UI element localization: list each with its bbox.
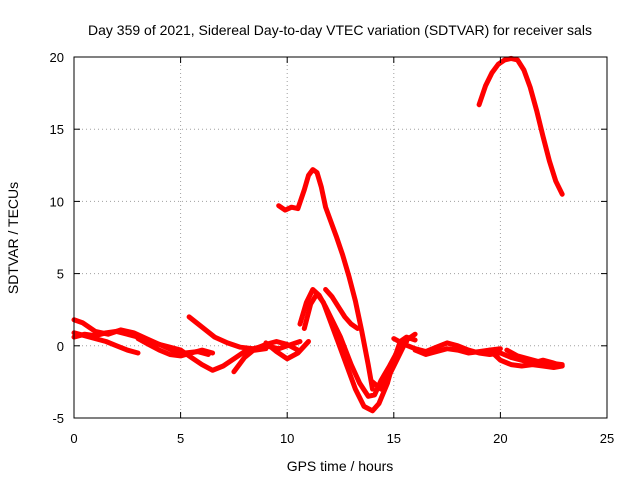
series-layer	[71, 55, 565, 414]
chart-title: Day 359 of 2021, Sidereal Day-to-day VTE…	[88, 22, 592, 38]
series-line-track-late-b	[412, 346, 503, 357]
series-line-track-dip	[301, 291, 418, 414]
tick-layer: 0 5 10 15 20 25 -5 0 5 10 15 20	[50, 50, 615, 446]
x-tick-label: 5	[177, 431, 184, 446]
series-line-track-late-c	[487, 347, 565, 370]
series-line-track-early-d	[135, 336, 216, 359]
x-tick-label: 10	[280, 431, 294, 446]
series-line-track-peak-low	[297, 287, 410, 399]
series-line-track-early-c	[71, 328, 184, 353]
series-line-track-mid-d	[263, 339, 311, 362]
y-axis-label: SDTVAR / TECUs	[5, 182, 21, 294]
y-tick-label: 20	[50, 50, 64, 65]
x-tick-label: 20	[493, 431, 507, 446]
series-line-track-high-arc	[476, 55, 565, 197]
y-tick-label: 5	[57, 267, 64, 282]
x-tick-label: 15	[387, 431, 401, 446]
series-line-track-late-d	[504, 347, 565, 368]
series-line-track-peak-high	[276, 167, 375, 392]
x-tick-label: 0	[70, 431, 77, 446]
series-line-track-mid-b	[186, 314, 303, 352]
x-tick-label: 25	[600, 431, 614, 446]
y-tick-label: 10	[50, 194, 64, 209]
x-axis-label: GPS time / hours	[287, 458, 394, 474]
y-tick-label: -5	[52, 411, 64, 426]
y-tick-label: 15	[50, 122, 64, 137]
y-tick-label: 0	[57, 339, 64, 354]
series-line-track-shoulder	[323, 287, 361, 331]
plot-frame	[73, 56, 608, 419]
series-line-track-recovery	[370, 331, 418, 392]
